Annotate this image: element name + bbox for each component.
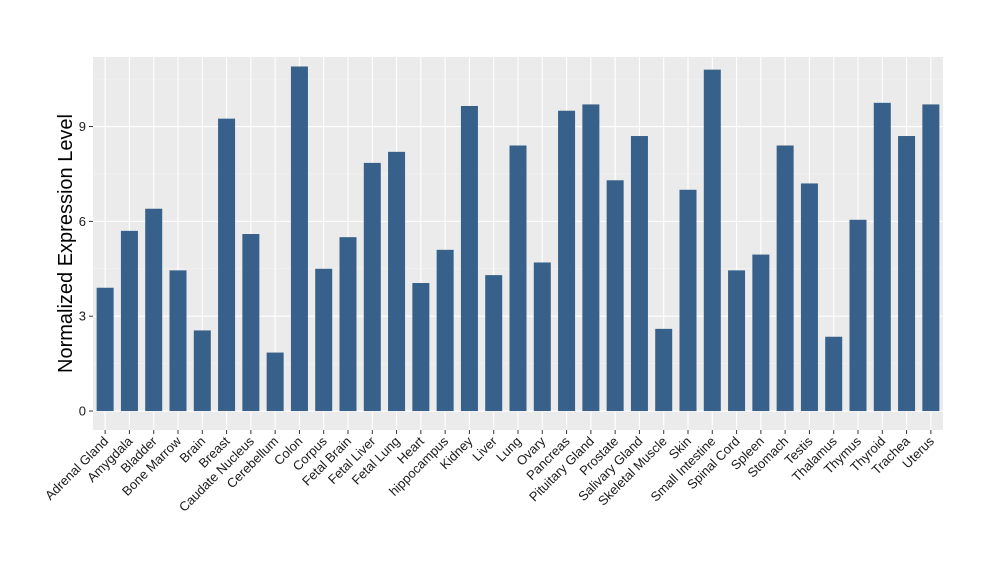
bar <box>120 230 138 412</box>
bar <box>655 328 673 412</box>
bar <box>290 66 308 412</box>
bar <box>752 254 770 412</box>
y-axis-title: Normalized Expression Level <box>55 114 77 373</box>
bar <box>898 136 916 412</box>
y-axis-ticks: 0 3 6 9 <box>79 119 93 419</box>
bar <box>193 330 211 412</box>
bar <box>169 270 187 412</box>
bar <box>849 219 867 412</box>
x-tick-label: Liver <box>469 433 500 464</box>
bar <box>242 234 260 412</box>
y-tick-label: 3 <box>79 309 86 324</box>
y-tick-label: 0 <box>79 404 86 419</box>
bar <box>606 180 624 412</box>
bar <box>873 102 891 412</box>
bar <box>703 69 721 412</box>
bar <box>922 104 940 412</box>
bar <box>436 249 454 412</box>
bar <box>800 183 818 412</box>
bar <box>145 208 163 412</box>
bar <box>485 275 503 412</box>
bar <box>509 145 527 412</box>
bar <box>582 104 600 412</box>
bar <box>533 262 551 412</box>
bar <box>363 162 381 412</box>
bar <box>776 145 794 412</box>
bar <box>315 268 333 412</box>
bar <box>339 237 357 412</box>
bar <box>728 270 746 412</box>
bar <box>460 105 478 412</box>
bar <box>96 287 114 412</box>
bar <box>412 283 430 412</box>
bar <box>825 336 843 412</box>
bar <box>266 352 284 412</box>
bars <box>96 66 940 412</box>
y-tick-label: 6 <box>79 214 86 229</box>
bar <box>218 118 236 412</box>
bar <box>679 189 697 412</box>
bar <box>630 136 648 412</box>
bar <box>558 110 576 412</box>
y-tick-label: 9 <box>79 119 86 134</box>
bar <box>388 151 406 412</box>
